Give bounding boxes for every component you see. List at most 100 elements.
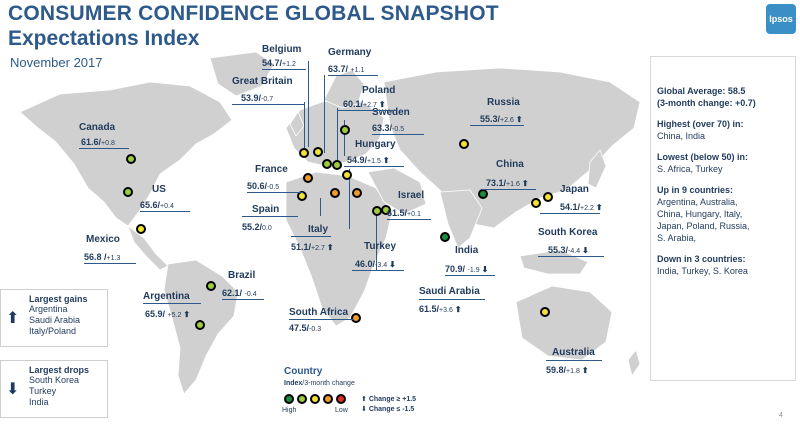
drop-item: South Korea	[29, 375, 80, 385]
country-value: 62.1/ -0.4	[222, 288, 257, 298]
label-underline	[140, 211, 190, 212]
south-africa-marker	[351, 313, 361, 323]
label-underline	[538, 256, 604, 257]
germany-connector	[324, 75, 325, 153]
down-arrow-icon: ⬇	[361, 406, 367, 413]
index-title: Expectations Index	[8, 27, 200, 50]
country-value: 63.7/ +1.1	[328, 64, 365, 74]
canada-marker	[126, 154, 136, 164]
country-value: 60.1/+2.7 ⬆	[343, 99, 386, 109]
label-underline	[445, 275, 495, 276]
legend-high: High	[282, 407, 297, 414]
label-underline	[482, 189, 536, 190]
country-value: 61.5/+3.6 ⬆	[419, 304, 462, 314]
up-list-item: Argentina, Australia,	[657, 197, 738, 207]
label-underline	[79, 148, 129, 149]
country-label: South Korea	[538, 227, 598, 238]
largest-gains-box: ⬆ Largest gains Argentina Saudi Arabia I…	[0, 289, 108, 347]
legend-title: Country	[284, 366, 323, 377]
three-month-change: (3-month change: +0.7)	[657, 98, 756, 108]
label-underline	[84, 263, 136, 264]
country-value: 46.0/-3.4 ⬇	[355, 259, 396, 269]
country-label: Sweden	[372, 107, 410, 118]
country-label: Belgium	[262, 44, 302, 55]
highest-list: China, India	[657, 131, 706, 141]
up-list-item: Japan, Poland, Russia,	[657, 221, 750, 231]
page-number: 4	[779, 412, 783, 419]
saudi-connector	[376, 210, 377, 270]
belgium-connector	[308, 61, 309, 147]
country-label: Great Britain	[232, 76, 293, 87]
hungary-connector	[344, 120, 345, 156]
country-value: 55.2/0.0	[242, 222, 272, 232]
russia-marker	[459, 139, 469, 149]
label-underline	[352, 270, 404, 271]
label-underline	[222, 299, 264, 300]
country-value: 50.6/-0.5	[247, 181, 280, 191]
up-list-item: China, Hungary, Italy,	[657, 209, 743, 219]
country-label: Argentina	[143, 291, 190, 302]
country-value: 73.1/+1.6 ⬆	[486, 178, 529, 188]
country-value: 55.3/+2.6 ⬆	[480, 114, 523, 124]
us-marker	[123, 187, 133, 197]
legend-subtitle: Index/3-month change	[284, 380, 355, 387]
drop-item: Turkey	[29, 386, 57, 396]
country-label: Saudi Arabia	[419, 286, 480, 297]
country-value: 54.1/+2.2 ⬆	[560, 202, 603, 212]
country-value: 59.8/+1.8 ⬆	[546, 365, 589, 375]
turkey-connector	[349, 169, 350, 229]
up-arrow-icon: ⬆	[361, 396, 367, 403]
label-underline	[546, 360, 602, 361]
country-label: Mexico	[86, 234, 120, 245]
country-label: Spain	[252, 204, 280, 215]
country-value: 61.5/+0.1	[387, 208, 421, 218]
label-underline	[247, 192, 303, 193]
poland-connector	[337, 108, 338, 160]
lowest-title: Lowest (below 50) in:	[657, 152, 749, 162]
label-underline	[262, 69, 306, 70]
australia-marker	[540, 307, 550, 317]
country-value: 63.3/-0.5	[372, 123, 405, 133]
up-arrow-icon: ⬆	[6, 310, 20, 327]
global-average: Global Average: 58.5	[657, 86, 746, 96]
country-value: 53.9/-0.7	[241, 93, 274, 103]
great-britain-marker	[299, 148, 309, 158]
belgium-marker	[313, 147, 323, 157]
great-britain-connector	[304, 102, 305, 148]
poland-marker	[332, 160, 342, 170]
label-underline	[344, 166, 404, 167]
summary-panel: Global Average: 58.5 (3-month change: +0…	[650, 56, 796, 381]
main-title: CONSUMER CONFIDENCE GLOBAL SNAPSHOT	[8, 2, 499, 25]
country-label: US	[152, 184, 166, 195]
gain-item: Saudi Arabia	[29, 315, 81, 325]
legend-up: ⬆ Change ≥ +1.5	[361, 396, 417, 403]
china-marker	[478, 189, 488, 199]
ipsos-logo: Ipsos	[766, 4, 796, 34]
argentina-marker	[195, 320, 205, 330]
legend-red-dot	[336, 394, 346, 404]
country-label: Germany	[328, 47, 372, 58]
country-label: Israel	[398, 190, 425, 201]
country-label: South Africa	[289, 307, 349, 318]
label-underline	[291, 236, 331, 237]
label-underline	[419, 299, 485, 300]
country-label: Poland	[362, 85, 396, 96]
country-label: Brazil	[228, 270, 256, 281]
south-korea-marker	[543, 192, 553, 202]
country-value: 54.9/+1.5 ⬆	[347, 155, 390, 165]
up-title: Up in 9 countries:	[657, 185, 734, 195]
label-underline	[143, 303, 201, 304]
legend-light-green-dot	[297, 394, 307, 404]
india-marker	[440, 232, 450, 242]
drop-item: India	[29, 397, 49, 407]
country-value: 54.7/+1.2	[262, 58, 296, 68]
country-label: Hungary	[355, 139, 396, 150]
country-label: France	[255, 164, 288, 175]
country-value: 56.8 /+1.3	[84, 252, 121, 262]
highest-title: Highest (over 70) in:	[657, 119, 744, 129]
turkey-marker	[352, 188, 362, 198]
label-underline	[372, 134, 424, 135]
france-marker	[303, 173, 313, 183]
country-value: 70.9/ -1.9 ⬇	[445, 264, 489, 274]
israel-marker	[381, 205, 391, 215]
